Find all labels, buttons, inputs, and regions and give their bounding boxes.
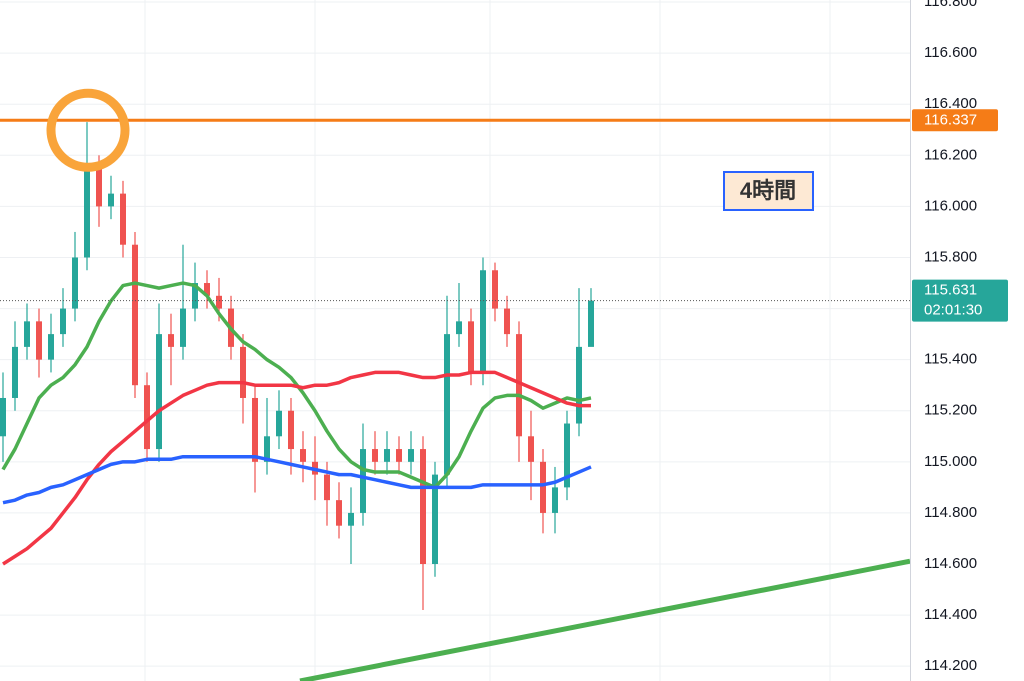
candle-body	[216, 295, 222, 309]
y-tick-label: 115.400	[924, 351, 977, 368]
candle-body	[444, 334, 450, 475]
candle-body	[24, 321, 30, 347]
candle-body	[456, 321, 462, 335]
y-tick-label: 114.600	[924, 555, 977, 572]
grid	[0, 1, 910, 667]
candle-body	[480, 270, 486, 373]
moving-average	[2, 454, 592, 505]
candle-body	[204, 283, 210, 296]
candle-body	[72, 257, 78, 309]
candle-body	[84, 168, 90, 258]
candle-body	[0, 397, 6, 437]
candle-body	[324, 474, 330, 501]
y-tick-label: 116.200	[924, 146, 977, 163]
candle-body	[120, 193, 126, 245]
candle-body	[192, 283, 198, 309]
candle-body	[576, 346, 582, 424]
last-price-label: 115.631	[924, 282, 977, 299]
candle-body	[240, 346, 246, 398]
candle-body	[540, 461, 546, 513]
candle-body	[48, 334, 54, 360]
last-price-tag	[912, 279, 1008, 322]
candle-body	[564, 423, 570, 488]
trend-line	[299, 558, 911, 681]
plot	[0, 88, 911, 681]
axis-labels: 114.200 114.400 114.600 114.800 115.000 115.2…	[912, 0, 1008, 674]
candle-body	[300, 449, 306, 462]
candle-body	[348, 512, 354, 526]
candle-body	[264, 436, 270, 462]
candle-body	[12, 346, 18, 398]
y-tick-label: 116.000	[924, 197, 977, 214]
candle-body	[420, 449, 426, 565]
candle-body	[396, 449, 402, 462]
candle-body	[588, 300, 594, 347]
candle-body	[60, 308, 66, 335]
candle-body	[372, 449, 378, 462]
candle-body	[528, 436, 534, 462]
candle-body	[132, 244, 138, 386]
candle-body	[144, 385, 150, 450]
countdown: 02:01:30	[924, 302, 982, 319]
y-tick-label: 114.400	[924, 606, 977, 623]
price-tag	[912, 109, 998, 132]
candle-body	[336, 500, 342, 526]
y-tick-label: 115.200	[924, 402, 977, 419]
candle-body	[180, 308, 186, 347]
y-tick-label: 115.800	[924, 248, 977, 265]
candle-body	[408, 449, 414, 462]
candle-body	[276, 410, 282, 437]
y-tick-label: 116.400	[924, 95, 977, 112]
candle-body	[468, 321, 474, 373]
y-tick-label: 116.600	[924, 44, 977, 61]
candle-body	[36, 321, 42, 360]
candle-body	[552, 487, 558, 513]
annotation: 4時間	[740, 178, 796, 203]
candle-body	[432, 474, 438, 565]
candle-body	[504, 308, 510, 335]
candle-body	[516, 334, 522, 437]
candle-body	[384, 449, 390, 462]
y-tick-label: 116.800	[924, 0, 977, 10]
y-tick-label: 114.800	[924, 504, 977, 521]
candle-body	[108, 193, 114, 207]
y-tick-label: 114.200	[924, 657, 977, 674]
highlight-circle	[46, 88, 130, 172]
y-tick-label: 115.000	[924, 453, 977, 470]
candle-body	[492, 270, 498, 309]
candle-body	[360, 449, 366, 513]
candle-body	[252, 397, 258, 462]
price-tag-label: 116.337	[924, 111, 977, 128]
moving-average	[2, 370, 591, 566]
candle-body	[156, 334, 162, 450]
annotation-box	[723, 171, 814, 211]
candle-body	[168, 334, 174, 347]
candle-body	[96, 168, 102, 207]
candle-body	[288, 410, 294, 450]
